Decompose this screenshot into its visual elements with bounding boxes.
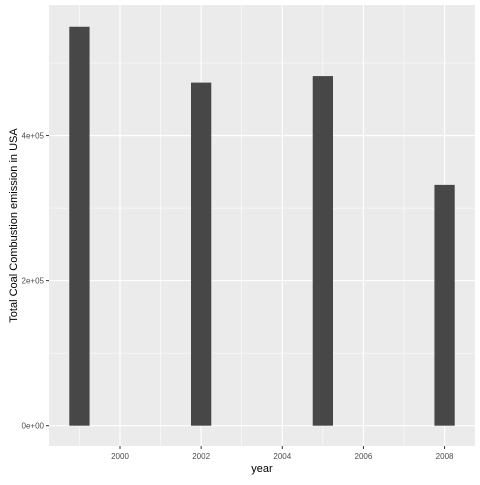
y-tick-label: 0e+00 (22, 422, 45, 431)
bar-1999 (69, 26, 90, 426)
plot-panel (49, 5, 475, 446)
bars (69, 26, 455, 426)
x-tick-label: 2006 (355, 452, 373, 461)
x-tick-label: 2004 (273, 452, 291, 461)
y-axis-title: Total Coal Combustion emission in USA (8, 128, 20, 323)
y-tick-label: 4e+05 (22, 132, 45, 141)
x-tick-label: 2000 (111, 452, 129, 461)
x-tick-label: 2002 (192, 452, 210, 461)
x-axis-title: year (251, 463, 273, 475)
y-axis: 0e+00 2e+05 4e+05 (22, 132, 49, 431)
bar-2008 (434, 184, 455, 426)
bar-2002 (191, 82, 212, 426)
y-tick-label: 2e+05 (22, 277, 45, 286)
x-axis: 2000 2002 2004 2006 2008 (111, 446, 454, 461)
x-tick-label: 2008 (436, 452, 454, 461)
bar-2005 (312, 76, 333, 426)
